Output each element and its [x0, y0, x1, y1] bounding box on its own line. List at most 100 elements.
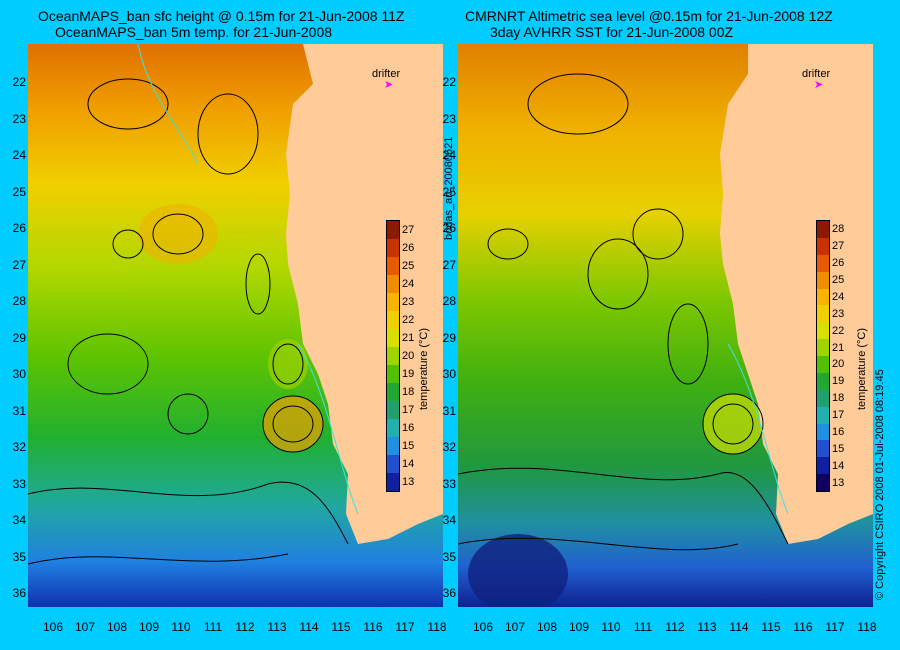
y-tick-label: 36	[442, 586, 456, 600]
y-tick-label: 24	[442, 148, 456, 162]
colorbar-segment	[387, 347, 399, 365]
colorbar-segment	[817, 406, 829, 424]
colorbar-tick-label: 25	[402, 260, 415, 272]
colorbar-tick-label: 24	[832, 290, 845, 303]
left-title-line1: OceanMAPS_ban sfc height @ 0.15m for 21-…	[38, 8, 405, 24]
colorbar-segment	[387, 293, 399, 311]
y-tick-label: 30	[442, 367, 456, 381]
x-tick-label: 106	[42, 620, 64, 634]
x-tick-label: 113	[697, 620, 717, 634]
y-tick-label: 22	[442, 75, 456, 89]
x-tick-label: 112	[235, 620, 255, 634]
colorbar-segment	[387, 455, 399, 473]
x-tick-label: 117	[395, 620, 415, 634]
left-title-line2: OceanMAPS_ban 5m temp. for 21-Jun-2008	[55, 24, 333, 40]
x-tick-label: 110	[601, 620, 621, 634]
x-tick-label: 115	[761, 620, 781, 634]
y-tick-label: 31	[12, 403, 26, 418]
colorbar-tick-label: 20	[832, 358, 845, 371]
y-tick-label: 22	[12, 75, 26, 89]
colorbar-tick-label: 28	[832, 223, 845, 236]
right-colorbar	[816, 220, 830, 492]
colorbar-segment	[817, 457, 829, 475]
x-tick-label: 107	[504, 620, 526, 634]
colorbar-tick-label: 22	[402, 314, 415, 326]
left-colorbar	[386, 220, 400, 492]
x-tick-label: 107	[74, 620, 96, 634]
colorbar-tick-label: 13	[832, 476, 845, 489]
colorbar-segment	[817, 372, 829, 390]
x-tick-label: 108	[536, 620, 558, 634]
y-tick-label: 34	[12, 513, 26, 527]
colorbar-segment	[817, 288, 829, 306]
run-id-label: bodas_an_20080621	[443, 136, 455, 240]
y-tick-label: 33	[12, 476, 26, 491]
colorbar-tick-label: 16	[832, 425, 845, 438]
colorbar-tick-label: 17	[832, 409, 845, 422]
colorbar-tick-label: 19	[402, 368, 415, 380]
x-tick-label: 112	[665, 620, 685, 634]
y-tick-label: 26	[442, 221, 456, 235]
colorbar-segment	[387, 419, 399, 437]
left-drifter-icon: ➤	[384, 79, 394, 91]
y-tick-label: 35	[442, 549, 456, 564]
colorbar-tick-label: 18	[832, 392, 845, 405]
x-tick-label: 118	[857, 620, 877, 634]
y-tick-label: 27	[442, 257, 456, 272]
y-tick-label: 34	[442, 513, 456, 527]
colorbar-segment	[387, 365, 399, 383]
colorbar-tick-label: 13	[402, 476, 415, 488]
colorbar-segment	[387, 329, 399, 347]
colorbar-segment	[387, 401, 399, 419]
colorbar-tick-label: 27	[832, 240, 845, 253]
y-tick-label: 30	[12, 367, 26, 381]
colorbar-segment	[817, 305, 829, 323]
colorbar-segment	[387, 473, 399, 491]
colorbar-tick-label: 15	[832, 442, 845, 455]
y-tick-label: 28	[12, 294, 26, 308]
colorbar-segment	[387, 275, 399, 293]
colorbar-tick-label: 24	[402, 278, 415, 290]
colorbar-tick-label: 19	[832, 375, 845, 388]
colorbar-segment	[387, 437, 399, 455]
colorbar-tick-label: 21	[832, 341, 845, 354]
y-tick-label: 32	[442, 440, 456, 454]
right-title-line2: 3day AVHRR SST for 21-Jun-2008 00Z	[490, 24, 734, 40]
x-tick-label: 106	[472, 620, 494, 634]
y-tick-label: 24	[12, 148, 26, 162]
y-tick-label: 29	[442, 330, 456, 345]
x-tick-label: 111	[633, 620, 653, 634]
right-map	[458, 44, 873, 607]
colorbar-tick-label: 26	[402, 242, 415, 254]
y-tick-label: 28	[442, 294, 456, 308]
right-drifter-label: drifter	[802, 68, 831, 80]
x-tick-label: 111	[203, 620, 223, 634]
colorbar-tick-label: 14	[832, 459, 845, 472]
colorbar-tick-label: 21	[402, 332, 415, 344]
colorbar-segment	[817, 322, 829, 340]
colorbar-segment	[817, 423, 829, 441]
x-tick-label: 115	[331, 620, 351, 634]
colorbar-tick-label: 20	[402, 350, 415, 362]
x-tick-label: 108	[106, 620, 128, 634]
y-tick-label: 27	[12, 257, 26, 272]
y-tick-label: 23	[442, 111, 456, 126]
colorbar-tick-label: 14	[402, 458, 415, 470]
right-drifter-icon: ➤	[814, 79, 824, 91]
colorbar-tick-label: 23	[402, 296, 415, 308]
right-colorbar-title: temperature (°C)	[856, 327, 868, 410]
x-tick-label: 116	[363, 620, 383, 634]
y-tick-label: 25	[442, 184, 456, 199]
x-tick-label: 109	[568, 620, 590, 634]
colorbar-segment	[387, 239, 399, 257]
colorbar-tick-label: 15	[402, 440, 415, 452]
copyright-label: © Copyright CSIRO 2008 01-Jul-2008 08:19…	[874, 369, 886, 600]
x-tick-label: 113	[267, 620, 287, 634]
colorbar-segment	[817, 271, 829, 289]
x-tick-label: 116	[793, 620, 813, 634]
x-tick-label: 114	[299, 620, 319, 634]
y-tick-label: 23	[12, 111, 26, 126]
colorbar-segment	[817, 221, 829, 238]
colorbar-segment	[387, 311, 399, 329]
y-tick-label: 31	[442, 403, 456, 418]
